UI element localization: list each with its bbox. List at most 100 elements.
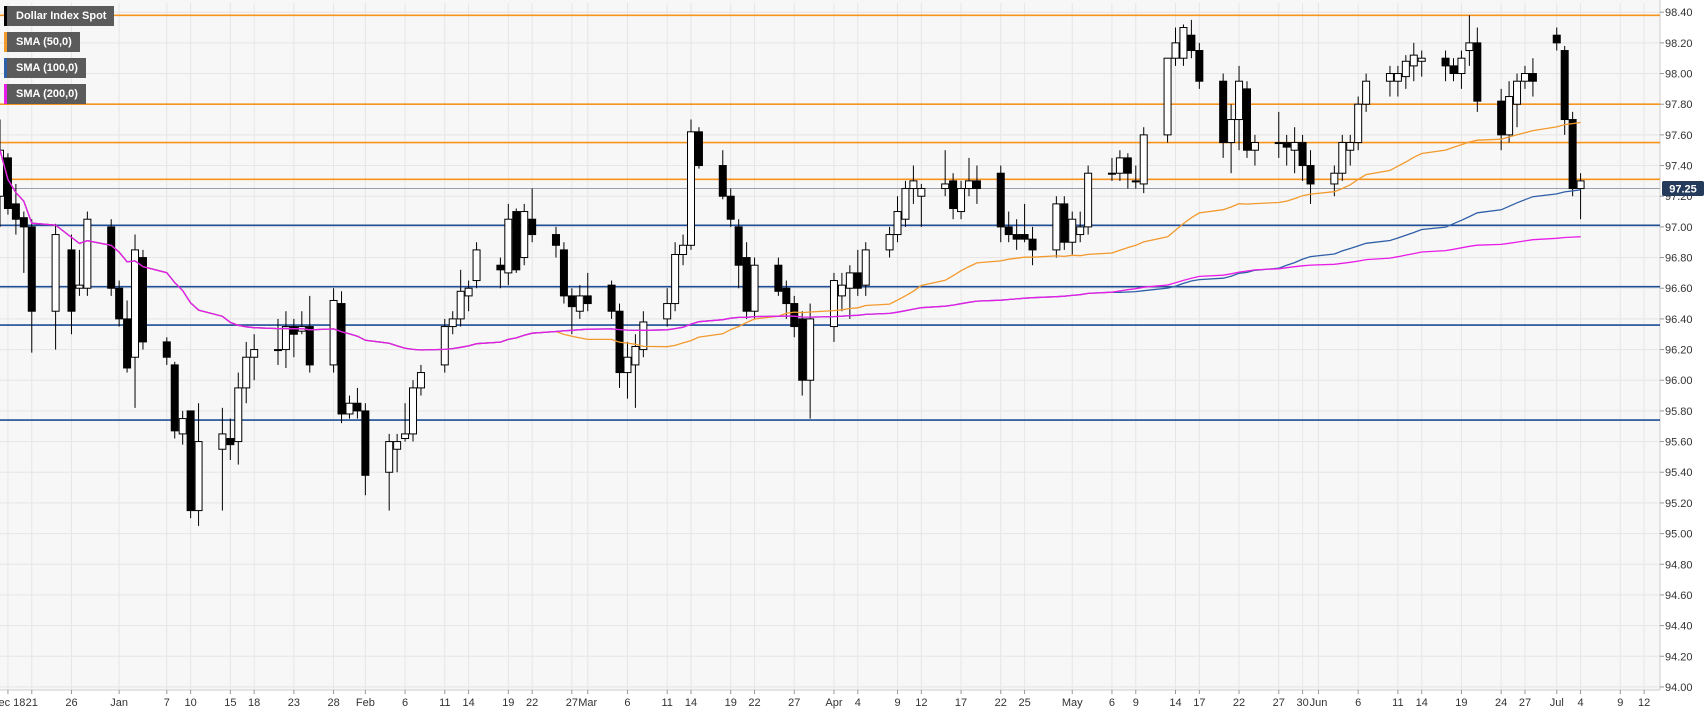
x-tick-label: Mar: [578, 697, 597, 709]
y-tick-label: 96.00: [1665, 375, 1693, 387]
candle-body-down: [138, 257, 147, 343]
candle-body-down: [305, 326, 314, 366]
candle-body-down: [512, 211, 521, 271]
legend-label: SMA (200,0): [16, 88, 78, 100]
candle-body-up: [806, 318, 815, 381]
candle-body-down: [186, 410, 195, 512]
candle-body-up: [964, 180, 973, 190]
x-tick-label: 26: [65, 697, 77, 709]
candle-body-down: [361, 410, 370, 476]
legend-swatch-sma-200: [4, 84, 7, 104]
candle-body-up: [504, 218, 513, 274]
legend-sma-50[interactable]: SMA (50,0): [4, 32, 80, 52]
candle-body-up: [51, 234, 60, 312]
candle-body-up: [1115, 157, 1124, 174]
candle-body-down: [1306, 165, 1315, 185]
x-tick-label: 25: [1018, 697, 1030, 709]
candle-body-down: [1441, 57, 1450, 67]
candle-body-up: [1274, 142, 1283, 145]
candle-body-down: [1219, 80, 1228, 144]
candle-body-up: [1393, 73, 1402, 82]
candle-body-down: [107, 226, 116, 289]
candle-body-up: [1465, 42, 1474, 52]
x-tick-label: 27: [788, 697, 800, 709]
candle-body-up: [837, 284, 846, 297]
x-tick-label: 18: [248, 697, 260, 709]
y-tick-label: 94.80: [1665, 559, 1693, 571]
legend-sma-200[interactable]: SMA (200,0): [4, 84, 86, 104]
candle-body-down: [694, 131, 703, 167]
candle-body-up: [1513, 80, 1522, 105]
candle-body-down: [1282, 142, 1291, 148]
candle-body-down: [718, 165, 727, 197]
legend-label: Dollar Index Spot: [16, 10, 107, 22]
candle-body-up: [1171, 42, 1180, 59]
y-tick-label: 96.40: [1665, 314, 1693, 326]
candle-body-down: [1004, 226, 1013, 236]
x-tick-label: Jun: [1310, 697, 1328, 709]
legend-sma-100[interactable]: SMA (100,0): [4, 58, 86, 78]
candle-body-up: [520, 211, 529, 259]
x-tick-label: 6: [402, 697, 408, 709]
candle-body-up: [393, 441, 402, 450]
x-tick-label: 7: [164, 697, 170, 709]
y-tick-label: 98.00: [1665, 69, 1693, 81]
candle-body-down: [226, 438, 235, 446]
x-tick-label: 4: [1578, 697, 1584, 709]
y-tick-label: 95.00: [1665, 529, 1693, 541]
x-tick-label: 9: [894, 697, 900, 709]
y-tick-label: 96.80: [1665, 253, 1693, 265]
candle-body-up: [1052, 203, 1061, 251]
candle-body-down: [742, 257, 751, 312]
x-tick-label: 24: [1495, 697, 1507, 709]
candle-body-up: [440, 326, 449, 366]
x-tick-label: 12: [1638, 697, 1650, 709]
x-tick-label: 15: [224, 697, 236, 709]
y-tick-label: 94.40: [1665, 621, 1693, 633]
x-tick-label: Apr: [825, 697, 842, 709]
x-tick-label: 9: [1133, 697, 1139, 709]
y-tick-label: 94.60: [1665, 590, 1693, 602]
candle-body-up: [687, 131, 696, 246]
candle-body-up: [0, 149, 4, 197]
candle-body-down: [1497, 100, 1506, 136]
candle-body-up: [1520, 73, 1529, 82]
candle-body-down: [1552, 34, 1561, 44]
candle-body-down: [1528, 73, 1537, 82]
candle-body-up: [671, 253, 680, 305]
candle-body-up: [901, 188, 910, 220]
x-tick-label: 23: [288, 697, 300, 709]
current-price-tag-label: 97.25: [1669, 184, 1697, 196]
current-price-tag-background: [1662, 181, 1704, 197]
candle-body-down: [289, 326, 298, 335]
x-tick-label: 4: [855, 697, 861, 709]
candle-body-down: [1123, 157, 1132, 174]
y-tick-label: 97.60: [1665, 130, 1693, 142]
candle-body-down: [123, 318, 132, 369]
x-tick-label: 12: [915, 697, 927, 709]
candle-body-down: [559, 249, 568, 297]
candle-body-down: [3, 157, 12, 209]
candle-body-up: [1076, 226, 1085, 236]
candle-body-up: [663, 303, 672, 320]
candle-body-down: [496, 264, 505, 271]
y-tick-label: 94.00: [1665, 682, 1693, 694]
candle-body-up: [623, 356, 632, 374]
x-tick-label: Jan: [110, 697, 128, 709]
legend-dollar-index[interactable]: Dollar Index Spot: [4, 6, 115, 26]
x-tick-label: 9: [1617, 697, 1623, 709]
legend-swatch-sma-100: [4, 58, 7, 78]
candle-body-up: [1409, 54, 1418, 67]
candle-body-up: [250, 349, 259, 358]
x-tick-label: 11: [1392, 697, 1403, 709]
x-tick-label: 10: [184, 697, 196, 709]
x-tick-label: 11: [661, 697, 672, 709]
x-tick-label: 17: [1193, 697, 1205, 709]
candle-body-up: [631, 346, 640, 366]
candle-body-down: [11, 203, 20, 220]
candle-body-down: [1568, 119, 1577, 190]
legend-label: SMA (50,0): [16, 36, 72, 48]
candle-body-up: [1235, 80, 1244, 121]
